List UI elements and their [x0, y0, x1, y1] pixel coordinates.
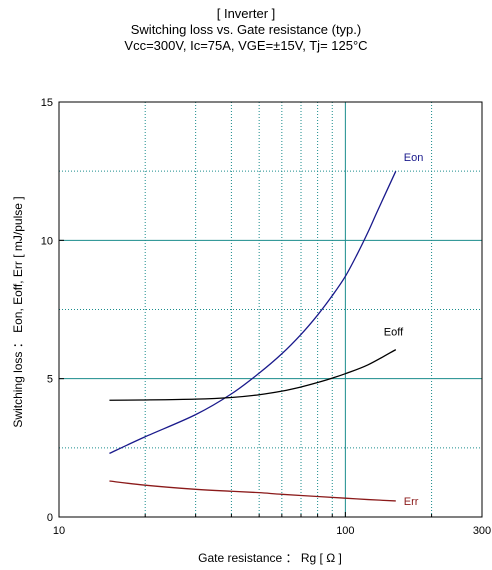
- series-label-eon: Eon: [404, 152, 424, 164]
- y-tick-label-10: 10: [41, 235, 53, 247]
- x-tick-label-10: 10: [53, 525, 65, 537]
- chart-title-line-1: [ Inverter ]: [216, 6, 276, 21]
- chart-title-line-2: Switching loss vs. Gate resistance (typ.…: [130, 22, 362, 37]
- series-label-eoff: Eoff: [384, 327, 404, 339]
- axis-ticks: 0 5 10 15 10 100 300: [41, 97, 491, 537]
- grid-lines: [59, 102, 482, 517]
- series-labels: Eon Eoff Err: [384, 152, 424, 508]
- y-tick-label-15: 15: [41, 97, 53, 109]
- x-tick-label-300: 300: [473, 525, 491, 537]
- series-line-eoff: [109, 349, 397, 401]
- data-series: [109, 170, 397, 502]
- series-line-eon: [109, 170, 397, 454]
- chart-title-line-3: Vcc=300V, Ic=75A, VGE=±15V, Tj= 125°C: [124, 38, 368, 53]
- y-axis-label: Switching loss ： Eon, Eoff, Err [ mJ/pul…: [11, 196, 25, 427]
- x-tick-label-100: 100: [336, 525, 354, 537]
- y-tick-label-0: 0: [47, 512, 53, 524]
- x-axis-label: Gate resistance ： Rg [ Ω ]: [198, 551, 342, 565]
- series-line-err: [109, 480, 396, 502]
- chart-title-block: [ Inverter ] Switching loss vs. Gate res…: [0, 6, 492, 54]
- y-tick-label-5: 5: [47, 374, 53, 386]
- plot-frame: [58, 101, 483, 518]
- series-label-err: Err: [404, 496, 419, 508]
